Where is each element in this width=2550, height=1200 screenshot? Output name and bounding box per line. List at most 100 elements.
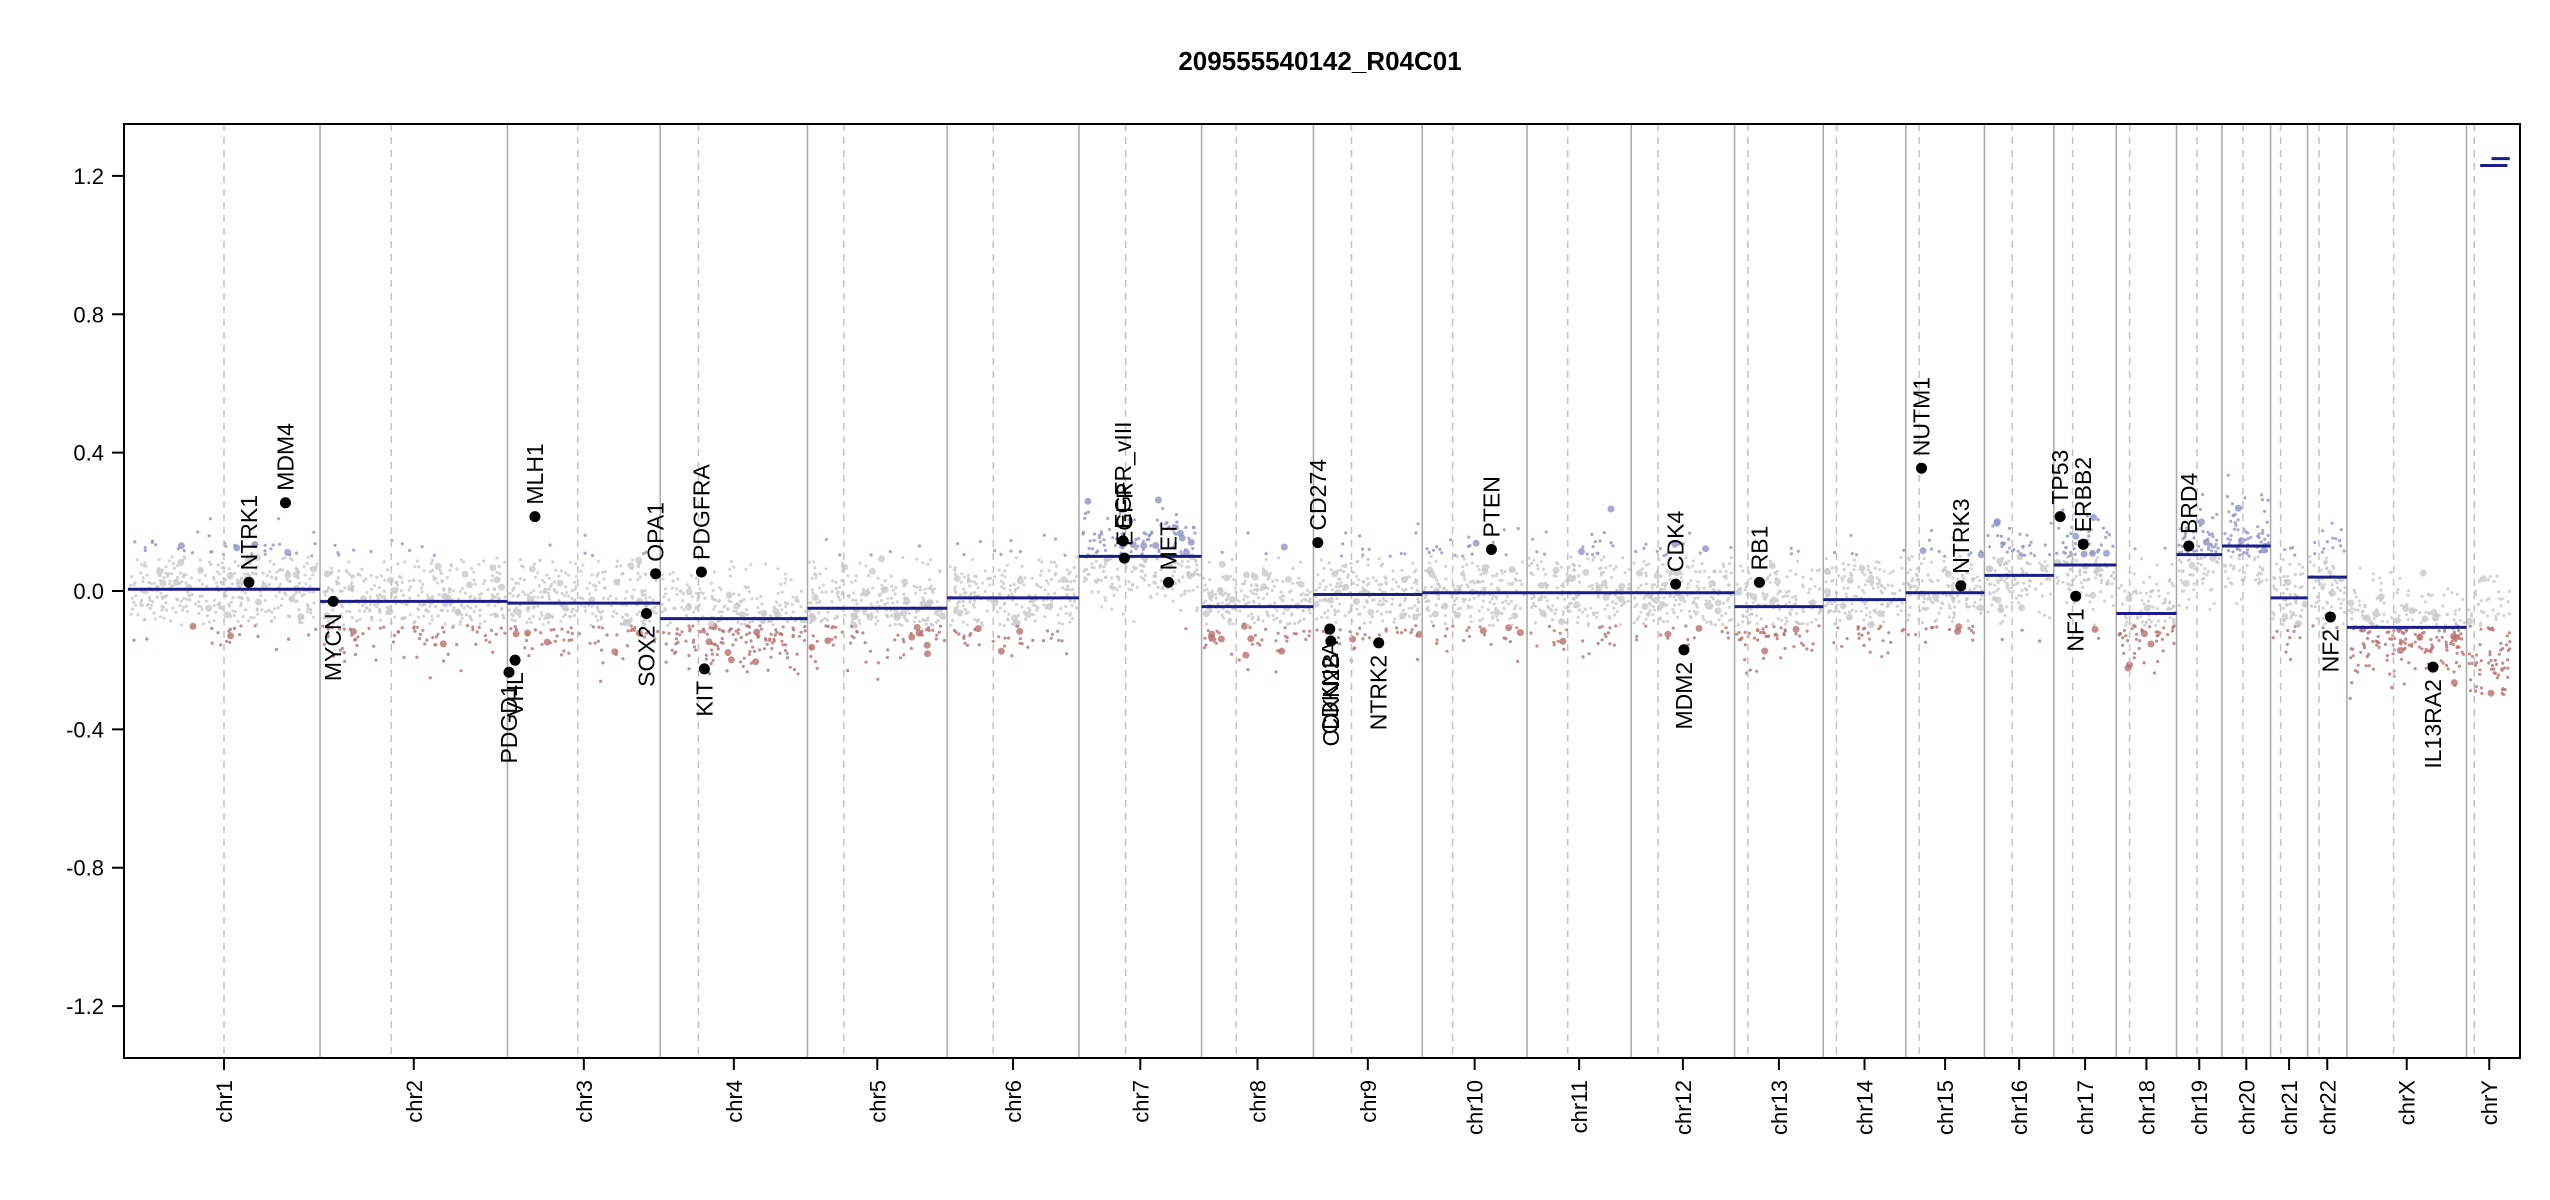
probe-point [2328, 569, 2332, 573]
probe-point [1171, 528, 1175, 532]
probe-point [143, 546, 147, 550]
probe-point [1022, 583, 1026, 587]
probe-point [1243, 579, 1247, 583]
probe-point [1924, 627, 1928, 631]
probe-point [1138, 563, 1142, 567]
probe-point [623, 597, 627, 601]
probe-point [1295, 581, 1299, 585]
probe-point [2140, 630, 2148, 638]
probe-point [1590, 532, 1594, 537]
probe-point [893, 592, 897, 596]
probe-point [2266, 498, 2270, 502]
probe-point [312, 530, 316, 534]
probe-point [544, 590, 548, 594]
probe-point [2371, 572, 2376, 576]
probe-point [811, 593, 819, 601]
probe-point [2007, 569, 2011, 574]
probe-point [1947, 603, 1951, 607]
probe-point [1413, 604, 1417, 608]
probe-point [2043, 543, 2047, 547]
probe-point [232, 614, 236, 618]
probe-point [1993, 569, 1997, 573]
probe-point [1595, 551, 1599, 555]
probe-point [2227, 549, 2231, 553]
probe-point [401, 593, 405, 598]
probe-point [415, 655, 419, 659]
probe-point [956, 542, 960, 546]
probe-point [1873, 566, 1877, 571]
probe-point [1869, 571, 1873, 575]
probe-point [2061, 541, 2065, 545]
probe-point [963, 641, 967, 645]
probe-point [561, 615, 566, 619]
probe-point [643, 572, 648, 576]
probe-point [559, 619, 563, 623]
probe-point [661, 577, 665, 581]
probe-point [791, 595, 795, 599]
probe-point [339, 603, 343, 607]
probe-point [1586, 556, 1590, 561]
probe-point [745, 670, 750, 674]
probe-point [2420, 594, 2424, 599]
probe-point [1805, 647, 1809, 651]
probe-point [1347, 610, 1351, 615]
probe-point [469, 566, 473, 571]
probe-point [2320, 550, 2324, 554]
probe-point [2192, 536, 2196, 540]
probe-point [1026, 645, 1030, 649]
probe-point [1090, 562, 1094, 566]
probe-point [2032, 553, 2037, 558]
probe-point [1100, 532, 1104, 536]
probe-point [1040, 560, 1044, 564]
probe-point [1724, 611, 1728, 616]
probe-point [2419, 569, 2427, 577]
probe-point [891, 601, 895, 605]
probe-point [2311, 624, 2315, 628]
probe-point [1906, 581, 1910, 586]
probe-point [1355, 632, 1359, 636]
probe-point [212, 598, 216, 602]
probe-point [720, 610, 724, 614]
probe-point [1203, 636, 1207, 640]
probe-point [915, 557, 919, 561]
probe-point [1653, 572, 1661, 579]
probe-point [377, 608, 381, 612]
probe-point [1950, 619, 1954, 624]
probe-point [1779, 656, 1783, 660]
probe-point [167, 582, 172, 586]
probe-point [1987, 545, 1992, 549]
probe-point [1467, 535, 1471, 539]
probe-point [1178, 534, 1186, 542]
probe-point [2358, 566, 2362, 570]
probe-point [1206, 629, 1210, 633]
probe-point [792, 668, 797, 672]
probe-point [1427, 550, 1431, 555]
probe-point [998, 622, 1002, 627]
probe-point [1010, 592, 1014, 596]
probe-point [852, 591, 856, 595]
probe-point [889, 596, 894, 600]
probe-point [2216, 546, 2220, 550]
probe-point [1635, 634, 1639, 639]
probe-point [1165, 520, 1169, 525]
probe-point [1993, 519, 2001, 527]
probe-point [1610, 575, 1614, 580]
probe-point [360, 604, 364, 608]
probe-point [2018, 532, 2022, 536]
probe-point [1307, 634, 1311, 638]
probe-point [422, 614, 426, 618]
probe-point [2143, 604, 2151, 612]
probe-point [1346, 573, 1350, 577]
probe-point [1431, 624, 1436, 628]
probe-point [1994, 596, 2002, 604]
probe-point [2278, 576, 2282, 580]
probe-point [1789, 546, 1793, 551]
probe-point [231, 609, 235, 613]
probe-point [2224, 585, 2228, 589]
probe-point [1782, 632, 1786, 636]
probe-point [1429, 554, 1433, 559]
probe-point [2140, 598, 2144, 603]
probe-point [2028, 579, 2032, 583]
probe-point [2446, 667, 2450, 671]
